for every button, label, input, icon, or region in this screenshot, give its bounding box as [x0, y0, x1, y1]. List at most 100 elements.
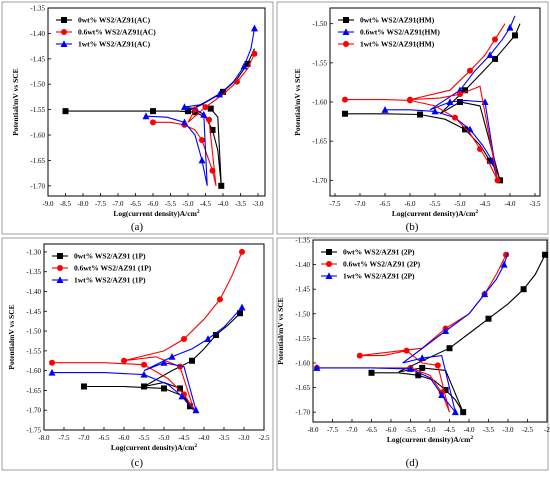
chart-svg-c: -8.0 -7.5 -7.0 -6.5 -6.0 -5.5 -5.0 -4.5 -4.0 -3.5…: [1, 237, 274, 471]
data-point-1: [199, 137, 205, 144]
data-point-0: [442, 387, 449, 394]
legend-label-2: 1wt% WS2/AZ91 (1P): [74, 276, 146, 285]
x-tick-label: -5.5: [405, 426, 417, 434]
data-point-0: [415, 372, 422, 379]
y-tick-label: -1.50: [295, 310, 310, 318]
data-point-0: [185, 108, 191, 115]
y-tick-label: -1.65: [26, 387, 41, 395]
x-tick-label: -4.0: [463, 426, 475, 434]
y-tick-label: -1.60: [312, 99, 327, 107]
data-point-0: [177, 385, 183, 392]
legend-label-2: 1wt% WS2/AZ91 (2P): [343, 272, 415, 281]
y-axis-label: PotentialmV vs SCE: [7, 304, 16, 369]
data-point-0: [218, 182, 225, 189]
data-point-2: [494, 177, 501, 184]
data-point-1: [356, 352, 363, 359]
y-tick-label: -1.40: [295, 261, 310, 269]
x-tick-label: -6.5: [130, 200, 142, 208]
data-point-1: [456, 86, 464, 94]
panel-frame-a: [1, 1, 274, 235]
data-point-0: [520, 286, 527, 293]
data-point-1: [150, 119, 156, 126]
data-point-0: [161, 385, 167, 392]
y-tick-label: -1.45: [295, 286, 310, 294]
x-tick-label: -6.5: [366, 426, 378, 434]
y-tick-label: -1.30: [26, 248, 41, 256]
data-point-2: [216, 90, 223, 98]
x-tick-label: -5.0: [454, 200, 466, 208]
y-tick-label: -1.55: [26, 347, 41, 355]
x-tick-label: -7.5: [327, 426, 339, 434]
data-point-2: [342, 96, 348, 103]
data-point-2: [181, 103, 188, 111]
data-point-2: [451, 408, 459, 416]
x-tick-label: -3.5: [529, 200, 541, 208]
panel-label-c: (c): [131, 457, 144, 469]
x-tick-label: -2.5: [522, 426, 534, 434]
data-point-1: [181, 335, 187, 342]
data-point-0: [207, 105, 214, 112]
chart-panel-c: -8.0 -7.5 -7.0 -6.5 -6.0 -5.5 -5.0 -4.5 -4.0 -3.5…: [0, 236, 275, 472]
panel-label-d: (d): [406, 457, 419, 469]
data-point-2: [178, 392, 186, 400]
data-point-1: [486, 51, 494, 58]
data-point-2: [442, 327, 450, 334]
chart-panel-a: -9.0 -8.5 -8.0 -7.5 -7.0 -6.5 -6.0 -5.5 -5.0 -4.5…: [0, 0, 275, 236]
data-point-1: [446, 98, 454, 105]
data-point-0: [485, 315, 492, 322]
x-tick-label: -7.0: [78, 434, 90, 442]
data-point-1: [209, 167, 216, 174]
y-axis-label: Potential/mV vs SCE: [11, 68, 20, 135]
data-point-0: [512, 32, 518, 39]
data-point-0: [62, 108, 69, 115]
data-point-0: [244, 60, 251, 67]
data-point-2: [251, 24, 258, 32]
data-point-2: [477, 146, 483, 152]
data-point-2: [492, 36, 498, 43]
data-point-1: [431, 107, 439, 115]
y-tick-label: -1.45: [30, 55, 45, 63]
x-tick-label: -5.0: [182, 200, 194, 208]
x-tick-label: -7.0: [354, 200, 366, 208]
x-tick-label: -8.5: [60, 200, 72, 208]
data-point-2: [198, 156, 206, 164]
x-tick-label: -4.5: [178, 434, 190, 442]
legend-marker-1: [61, 29, 67, 35]
data-point-0: [462, 87, 468, 94]
data-point-1: [239, 248, 245, 255]
x-tick-label: -6.5: [379, 200, 391, 208]
data-point-2: [500, 260, 508, 268]
data-point-0: [150, 108, 156, 115]
y-tick-label: -1.60: [26, 367, 41, 375]
y-tick-label: -1.40: [30, 30, 45, 38]
x-tick-label: -3.0: [502, 426, 514, 434]
data-point-0: [542, 251, 549, 258]
data-point-0: [213, 332, 219, 339]
y-axis-label: Potential/mV vs SCE: [293, 68, 302, 135]
data-point-2: [192, 406, 200, 414]
chart-panel-b: -7.5 -7.0 -6.5 -6.0 -5.5 -5.0 -4.5 -4.0 -3.5 -1.7…: [275, 0, 550, 236]
y-tick-label: -1.40: [26, 288, 41, 296]
chart-svg-d: -8.0 -7.5 -7.0 -6.5 -6.0 -5.5 -5.0 -4.5 -4.0 -3.5…: [276, 237, 550, 471]
x-tick-label: -5.0: [424, 426, 436, 434]
data-point-2: [407, 96, 413, 103]
data-point-0: [419, 364, 426, 371]
data-point-0: [462, 126, 468, 133]
x-axis-label-superscript: 2: [197, 209, 200, 215]
x-tick-label: -8.0: [38, 434, 50, 442]
x-axis-label-superscript: 2: [194, 443, 197, 449]
y-tick-label: -1.55: [312, 59, 327, 67]
y-tick-label: -1.45: [26, 308, 41, 316]
x-tick-label: -3.5: [483, 426, 495, 434]
legend-marker-0: [326, 249, 332, 255]
data-point-0: [368, 369, 375, 376]
x-tick-label: -4.5: [479, 200, 491, 208]
data-point-2: [142, 112, 150, 120]
data-point-2: [418, 354, 426, 362]
legend-label-2: 1wt% WS2/AZ91(HM): [360, 40, 435, 49]
data-point-2: [438, 391, 446, 398]
legend-marker-1: [342, 28, 350, 35]
data-point-0: [417, 111, 423, 118]
x-tick-label: -4.0: [198, 434, 210, 442]
chart-panel-d: -8.0 -7.5 -7.0 -6.5 -6.0 -5.5 -5.0 -4.5 -4.0 -3.5…: [275, 236, 550, 472]
